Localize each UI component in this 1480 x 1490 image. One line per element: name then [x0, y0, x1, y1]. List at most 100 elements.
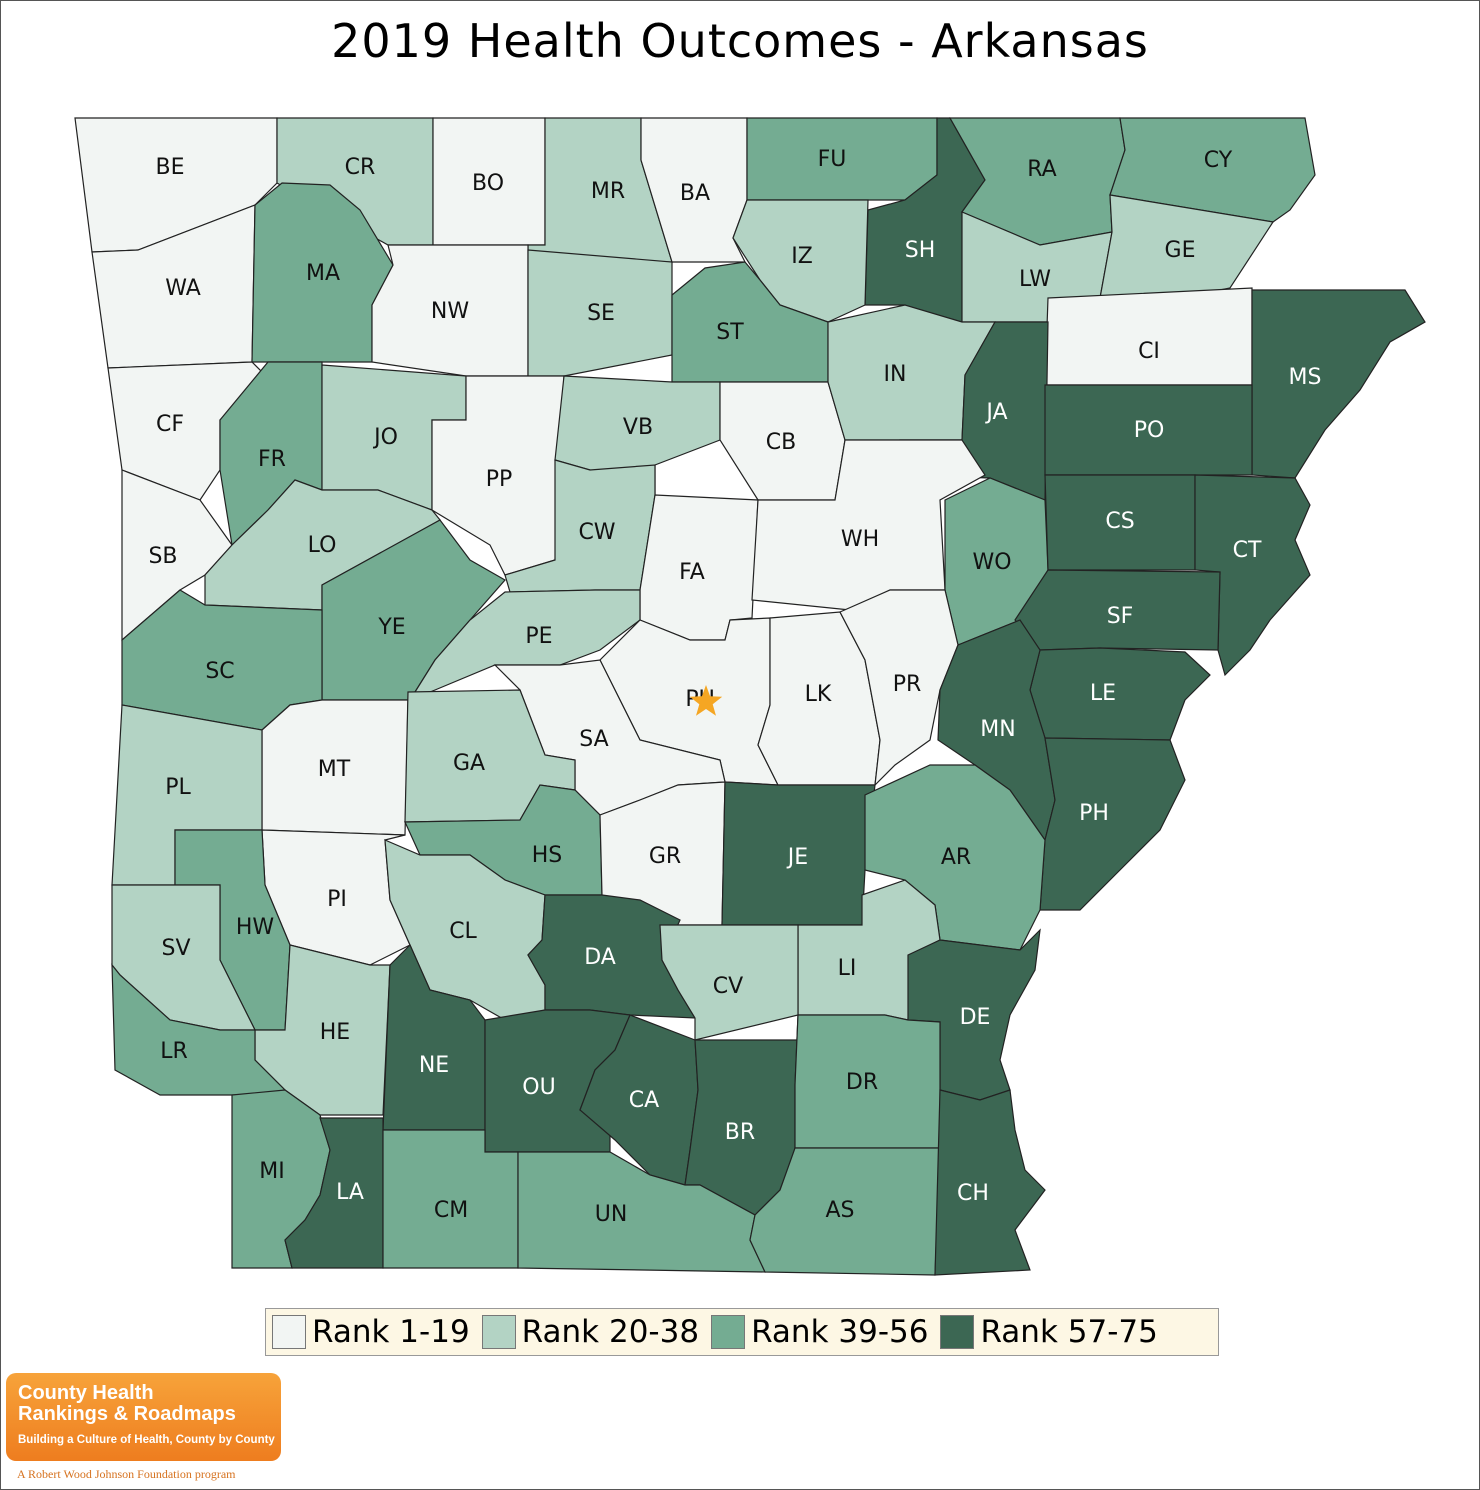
county-label-cy: CY: [1204, 148, 1233, 173]
county-label-hs: HS: [532, 843, 563, 868]
logo-line1: County Health: [18, 1382, 154, 1404]
county-label-pr: PR: [893, 672, 922, 697]
county-label-da: DA: [584, 945, 616, 970]
county-label-sc: SC: [205, 659, 234, 684]
logo-line2: Rankings & Roadmaps: [18, 1403, 236, 1425]
county-label-mr: MR: [591, 179, 625, 204]
county-se: [527, 249, 673, 377]
county-un: [517, 1151, 766, 1273]
county-label-sa: SA: [579, 727, 608, 752]
county-label-cr: CR: [345, 155, 376, 180]
county-cy: [1109, 117, 1316, 223]
county-label-la: LA: [336, 1180, 364, 1205]
county-label-gr: GR: [649, 844, 681, 869]
county-label-cf: CF: [156, 412, 184, 437]
county-lo: [204, 479, 441, 611]
county-label-ma: MA: [306, 261, 340, 286]
legend-swatch: [272, 1315, 306, 1349]
county-label-ye: YE: [377, 615, 405, 640]
county-label-ga: GA: [453, 751, 485, 776]
county-health-rankings-logo: County Health Rankings & Roadmaps Buildin…: [6, 1373, 281, 1461]
legend-label: Rank 20-38: [521, 1314, 700, 1350]
county-label-ne: NE: [419, 1053, 449, 1078]
county-label-ja: JA: [984, 400, 1007, 425]
county-label-pp: PP: [486, 467, 513, 492]
county-label-de: DE: [960, 1005, 991, 1030]
county-ph: [1039, 737, 1186, 911]
county-label-mn: MN: [980, 717, 1015, 742]
map-title: 2019 Health Outcomes - Arkansas: [331, 14, 1149, 68]
county-label-ph: PH: [1079, 801, 1109, 826]
county-label-ci: CI: [1138, 339, 1160, 364]
county-label-po: PO: [1134, 418, 1165, 443]
county-label-ct: CT: [1233, 538, 1262, 563]
rwjf-credit: A Robert Wood Johnson Foundation program: [17, 1467, 236, 1481]
county-label-in: IN: [884, 362, 907, 387]
county-label-sv: SV: [161, 936, 190, 961]
county-label-cv: CV: [713, 974, 743, 999]
county-label-se: SE: [587, 301, 615, 326]
legend: Rank 1-19 Rank 20-38 Rank 39-56 Rank 57-…: [265, 1308, 1219, 1356]
county-ch: [934, 1089, 1046, 1276]
county-label-fu: FU: [818, 147, 847, 172]
county-label-he: HE: [320, 1020, 350, 1045]
county-label-lk: LK: [805, 682, 832, 707]
county-label-sh: SH: [905, 238, 936, 263]
county-ar: [864, 764, 1046, 951]
county-label-ge: GE: [1165, 238, 1196, 263]
county-label-wh: WH: [841, 527, 879, 552]
legend-item-rank-57-75: Rank 57-75: [940, 1314, 1158, 1350]
county-label-st: ST: [716, 320, 744, 345]
county-label-ar: AR: [941, 845, 971, 870]
county-po: [1044, 384, 1253, 476]
county-ms: [1251, 289, 1426, 479]
county-label-pi: PI: [327, 887, 347, 912]
legend-swatch: [940, 1315, 975, 1349]
county-label-as: AS: [825, 1198, 854, 1223]
county-label-sf: SF: [1107, 604, 1134, 629]
county-label-lo: LO: [308, 533, 337, 558]
county-label-lr: LR: [160, 1039, 188, 1064]
county-label-nw: NW: [431, 299, 469, 324]
county-label-cm: CM: [434, 1198, 468, 1223]
county-label-hw: HW: [236, 915, 275, 940]
county-cv: [659, 924, 799, 1041]
county-le: [1029, 647, 1211, 741]
county-label-ch: CH: [957, 1181, 989, 1206]
county-label-cl: CL: [449, 919, 477, 944]
county-label-fa: FA: [679, 560, 705, 585]
legend-item-rank-39-56: Rank 39-56: [711, 1314, 928, 1350]
county-br: [684, 1014, 799, 1216]
county-label-cb: CB: [766, 430, 796, 455]
county-lr: [111, 963, 287, 1096]
county-label-vb: VB: [623, 415, 653, 440]
legend-label: Rank 1-19: [312, 1314, 470, 1350]
county-label-lw: LW: [1019, 267, 1051, 292]
county-da: [527, 894, 697, 1019]
arkansas-county-map: BE CR BO MR BA FU SH RA CY WA MA NW SE IZ LW GE ST CI MS CF…: [74, 117, 1426, 1276]
county-label-bo: BO: [472, 171, 504, 196]
legend-item-rank-1-19: Rank 1-19: [272, 1314, 470, 1350]
legend-label: Rank 39-56: [751, 1314, 929, 1350]
county-label-un: UN: [595, 1202, 628, 1227]
county-wh: [751, 439, 986, 611]
county-label-pl: PL: [165, 775, 191, 800]
county-label-ms: MS: [1289, 365, 1322, 390]
county-label-jo: JO: [372, 425, 398, 450]
county-label-cs: CS: [1105, 509, 1134, 534]
county-label-sb: SB: [148, 544, 177, 569]
county-label-wo: WO: [972, 550, 1011, 575]
county-label-mt: MT: [318, 757, 351, 782]
county-label-le: LE: [1090, 681, 1116, 706]
county-label-dr: DR: [846, 1070, 878, 1095]
legend-item-rank-20-38: Rank 20-38: [481, 1314, 700, 1350]
county-label-li: LI: [838, 956, 857, 981]
county-label-wa: WA: [165, 276, 201, 301]
county-label-ba: BA: [680, 181, 710, 206]
county-label-pe: PE: [525, 624, 552, 649]
county-pr: [839, 589, 959, 787]
county-label-ra: RA: [1027, 157, 1056, 182]
county-label-cw: CW: [578, 520, 615, 545]
county-label-ca: CA: [629, 1088, 659, 1113]
county-label-mi: MI: [259, 1159, 284, 1184]
